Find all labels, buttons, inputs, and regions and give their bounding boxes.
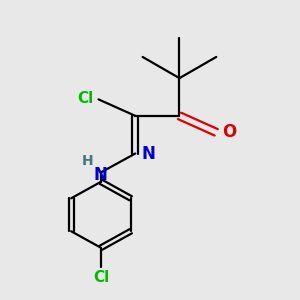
Text: N: N [94, 166, 108, 184]
Text: H: H [82, 154, 94, 168]
Text: O: O [222, 123, 237, 141]
Text: Cl: Cl [77, 91, 94, 106]
Text: Cl: Cl [93, 270, 109, 285]
Text: N: N [141, 145, 155, 163]
